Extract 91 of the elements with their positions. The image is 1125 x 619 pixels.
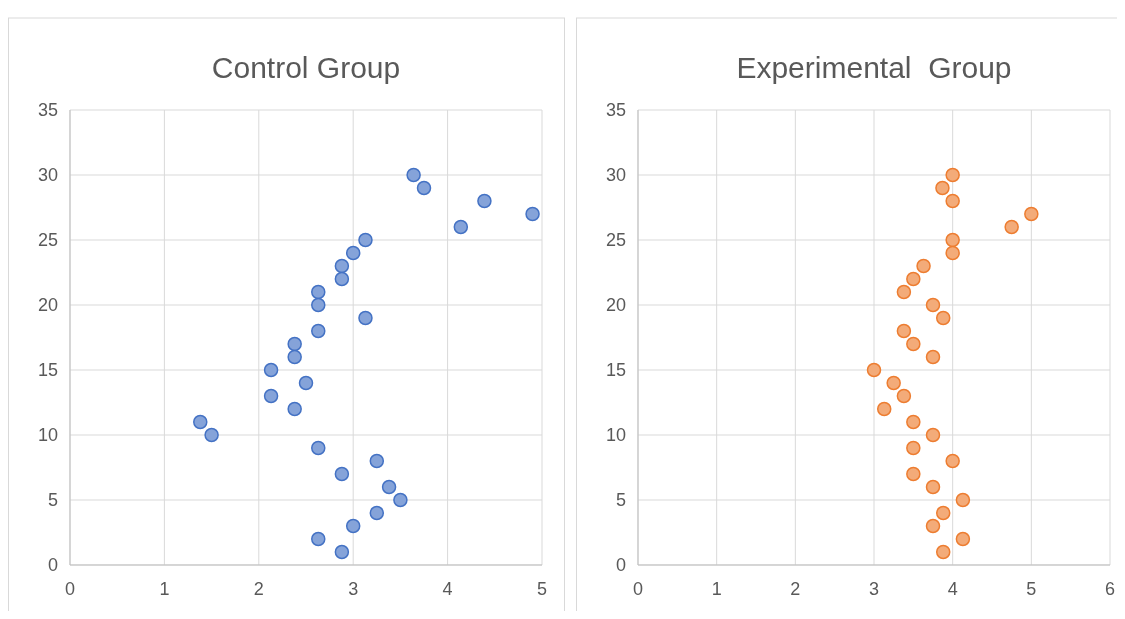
- point: [916, 258, 931, 274]
- point: [906, 440, 921, 456]
- x-tick-label: 4: [442, 579, 453, 599]
- point: [925, 297, 941, 313]
- point: [311, 297, 326, 313]
- point: [334, 466, 350, 482]
- y-tick-label: 35: [37, 100, 58, 121]
- x-tick-label: 2: [253, 579, 264, 599]
- y-tick-label: 25: [37, 230, 58, 251]
- point: [334, 271, 350, 287]
- point: [477, 193, 492, 209]
- point: [334, 544, 350, 560]
- point: [866, 362, 882, 378]
- point: [416, 180, 432, 196]
- point: [906, 336, 921, 352]
- x-tick-label: 5: [1026, 579, 1037, 599]
- point: [311, 440, 326, 456]
- y-tick-label: 35: [605, 100, 626, 121]
- point: [358, 232, 373, 248]
- x-tick-label: 3: [348, 579, 359, 599]
- y-tick-label: 10: [37, 425, 58, 446]
- y-tick-label: 15: [37, 360, 58, 381]
- y-tick-label: 20: [37, 295, 58, 316]
- point: [525, 206, 540, 222]
- point: [906, 466, 921, 482]
- x-tick-label: 0: [632, 579, 644, 599]
- point: [945, 193, 960, 209]
- x-tick-label: 0: [64, 579, 76, 599]
- point: [925, 518, 941, 534]
- point: [935, 505, 951, 521]
- x-tick-label: 1: [711, 579, 722, 599]
- point: [263, 388, 279, 404]
- point: [298, 375, 314, 391]
- point: [896, 323, 912, 339]
- point: [886, 375, 901, 391]
- y-tick-label: 30: [605, 165, 626, 186]
- y-tick-label: 10: [605, 425, 626, 446]
- point: [287, 349, 302, 365]
- point: [906, 414, 921, 430]
- x-tick-label: 1: [159, 579, 170, 599]
- point: [925, 479, 941, 495]
- point: [945, 167, 960, 183]
- point: [334, 258, 350, 274]
- point: [345, 518, 361, 534]
- point: [406, 167, 421, 183]
- point: [311, 284, 326, 300]
- x-tick-label: 5: [536, 579, 548, 599]
- chart-title: Experimental Group: [736, 51, 1012, 84]
- point: [925, 349, 941, 365]
- point: [263, 362, 279, 378]
- point: [945, 232, 960, 248]
- point: [935, 180, 950, 196]
- y-tick-label: 5: [615, 490, 626, 511]
- point: [287, 336, 302, 352]
- y-tick-label: 0: [615, 555, 626, 576]
- x-tick-label: 3: [868, 579, 880, 599]
- point: [935, 310, 951, 326]
- y-tick-label: 5: [47, 490, 58, 511]
- point: [876, 401, 892, 417]
- point: [925, 427, 941, 443]
- y-tick-label: 30: [37, 165, 58, 186]
- point: [945, 453, 960, 469]
- point: [204, 427, 219, 443]
- point: [955, 531, 971, 547]
- point: [945, 245, 960, 261]
- point: [955, 492, 971, 508]
- point: [896, 388, 912, 404]
- y-tick-label: 25: [605, 230, 626, 251]
- point: [393, 492, 408, 508]
- point: [906, 271, 921, 287]
- x-tick-label: 4: [947, 579, 958, 599]
- point: [453, 219, 469, 235]
- point: [193, 414, 208, 430]
- x-tick-label: 2: [790, 579, 801, 599]
- point: [369, 453, 385, 469]
- chart-title: Control Group: [211, 51, 401, 84]
- point: [369, 505, 385, 521]
- x-tick-label: 6: [1104, 579, 1116, 599]
- point: [311, 531, 326, 547]
- y-tick-label: 0: [47, 555, 58, 576]
- y-tick-label: 15: [605, 360, 626, 381]
- point: [1004, 219, 1019, 235]
- y-tick-label: 20: [605, 295, 626, 316]
- point: [311, 323, 326, 339]
- point: [896, 284, 912, 300]
- point: [287, 401, 302, 417]
- point: [345, 245, 361, 261]
- point: [1024, 206, 1039, 222]
- point: [358, 310, 373, 326]
- point: [935, 544, 951, 560]
- point: [381, 479, 397, 495]
